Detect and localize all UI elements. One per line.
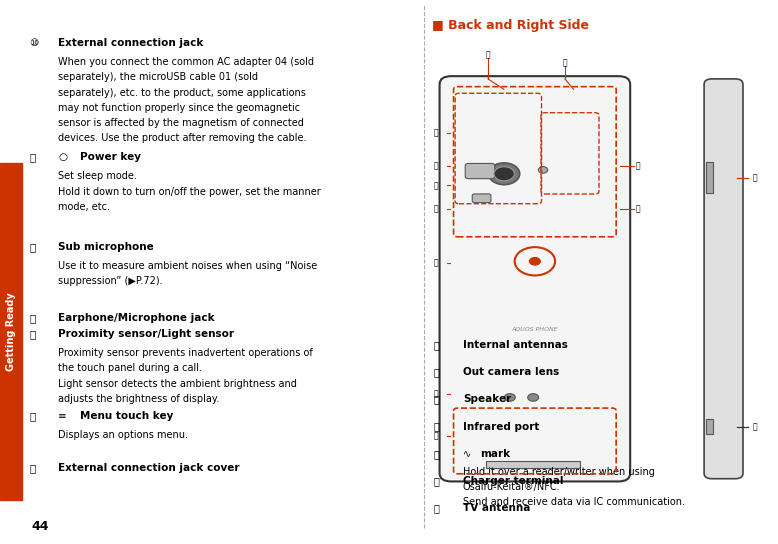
Bar — [706, 419, 713, 434]
Circle shape — [489, 163, 520, 184]
Text: separately), the microUSB cable 01 (sold: separately), the microUSB cable 01 (sold — [58, 72, 258, 82]
Text: ⓕ: ⓕ — [433, 367, 440, 377]
Bar — [706, 162, 713, 193]
Text: ⓞ: ⓞ — [752, 173, 757, 182]
Bar — [486, 461, 580, 468]
Text: ∿: ∿ — [463, 449, 471, 459]
Text: ⑯: ⑯ — [30, 463, 36, 473]
Text: Out camera lens: Out camera lens — [463, 367, 559, 377]
FancyBboxPatch shape — [704, 79, 743, 479]
Text: devices. Use the product after removing the cable.: devices. Use the product after removing … — [58, 133, 307, 143]
Text: AQUOS PHONE: AQUOS PHONE — [512, 327, 558, 332]
Text: Menu touch key: Menu touch key — [80, 411, 173, 421]
Text: ⓘ: ⓘ — [433, 259, 438, 268]
Text: TV antenna: TV antenna — [463, 503, 531, 513]
Text: Osaifu-Keitai®/NFC.: Osaifu-Keitai®/NFC. — [463, 482, 560, 492]
Text: mark: mark — [480, 449, 510, 459]
Text: ⓔ: ⓔ — [433, 340, 440, 350]
Text: ≡: ≡ — [58, 411, 67, 421]
Circle shape — [494, 166, 514, 181]
Text: Displays an options menu.: Displays an options menu. — [58, 430, 188, 440]
Text: Charger terminal: Charger terminal — [463, 476, 563, 486]
Text: ⓛ: ⓛ — [562, 58, 567, 67]
Text: Hold it down to turn on/off the power, set the manner: Hold it down to turn on/off the power, s… — [58, 187, 321, 196]
Text: ⓗ: ⓗ — [433, 422, 440, 431]
Text: may not function properly since the geomagnetic: may not function properly since the geom… — [58, 103, 300, 113]
Text: ⓚ: ⓚ — [433, 503, 440, 513]
FancyBboxPatch shape — [472, 194, 491, 203]
Text: ○: ○ — [58, 152, 68, 162]
Text: Use it to measure ambient noises when using “Noise: Use it to measure ambient noises when us… — [58, 261, 317, 271]
Text: Getting Ready: Getting Ready — [6, 293, 16, 371]
Text: ⓔ: ⓔ — [433, 128, 438, 138]
Text: Send and receive data via IC communication.: Send and receive data via IC communicati… — [463, 497, 685, 507]
Text: Set sleep mode.: Set sleep mode. — [58, 171, 137, 181]
Text: ⓕ: ⓕ — [433, 162, 438, 170]
Text: Hold it over a reader/writer when using: Hold it over a reader/writer when using — [463, 467, 655, 477]
Text: ⓝ: ⓝ — [636, 205, 640, 213]
Text: mode, etc.: mode, etc. — [58, 202, 110, 212]
Text: ⑬: ⑬ — [30, 313, 36, 323]
Text: ⑮: ⑮ — [30, 411, 36, 421]
Text: ■ Back and Right Side: ■ Back and Right Side — [432, 19, 589, 32]
FancyBboxPatch shape — [465, 163, 495, 178]
Text: ⓚ: ⓚ — [485, 50, 490, 59]
Text: ⓟ: ⓟ — [752, 422, 757, 431]
Text: ⓖ: ⓖ — [433, 394, 440, 404]
Text: ⑪: ⑪ — [30, 152, 36, 162]
Text: ⑭: ⑭ — [30, 329, 36, 339]
FancyBboxPatch shape — [440, 76, 630, 481]
Text: ⓜ: ⓜ — [636, 162, 640, 170]
Text: Earphone/Microphone jack: Earphone/Microphone jack — [58, 313, 215, 323]
Circle shape — [527, 394, 538, 401]
Text: Speaker: Speaker — [463, 394, 511, 404]
Text: Proximity sensor/Light sensor: Proximity sensor/Light sensor — [58, 329, 234, 339]
Text: Light sensor detects the ambient brightness and: Light sensor detects the ambient brightn… — [58, 379, 297, 388]
Circle shape — [504, 394, 515, 401]
Text: ⓙ: ⓙ — [433, 389, 438, 398]
Text: When you connect the common AC adapter 04 (sold: When you connect the common AC adapter 0… — [58, 57, 314, 67]
Text: External connection jack: External connection jack — [58, 38, 204, 48]
Text: External connection jack cover: External connection jack cover — [58, 463, 240, 473]
Text: ⓚ: ⓚ — [433, 432, 438, 441]
Circle shape — [538, 166, 548, 173]
Text: ⑩: ⑩ — [30, 38, 39, 48]
Text: ⑫: ⑫ — [30, 242, 36, 252]
Text: Power key: Power key — [80, 152, 141, 162]
Text: Infrared port: Infrared port — [463, 422, 539, 431]
Bar — [0, 163, 22, 500]
Text: ⓘ: ⓘ — [433, 449, 440, 459]
Text: sensor is affected by the magnetism of connected: sensor is affected by the magnetism of c… — [58, 118, 304, 128]
Circle shape — [530, 257, 541, 265]
Text: ⓗ: ⓗ — [433, 205, 438, 213]
Text: 44: 44 — [31, 520, 48, 533]
Text: separately), etc. to the product, some applications: separately), etc. to the product, some a… — [58, 88, 307, 97]
Text: Proximity sensor prevents inadvertent operations of: Proximity sensor prevents inadvertent op… — [58, 348, 313, 358]
Text: adjusts the brightness of display.: adjusts the brightness of display. — [58, 394, 219, 404]
Text: Internal antennas: Internal antennas — [463, 340, 568, 350]
Text: the touch panel during a call.: the touch panel during a call. — [58, 363, 202, 373]
Text: Sub microphone: Sub microphone — [58, 242, 154, 252]
Text: suppression” (▶P.72).: suppression” (▶P.72). — [58, 276, 163, 286]
Text: ⓖ: ⓖ — [433, 181, 438, 190]
Text: ⓙ: ⓙ — [433, 476, 440, 486]
